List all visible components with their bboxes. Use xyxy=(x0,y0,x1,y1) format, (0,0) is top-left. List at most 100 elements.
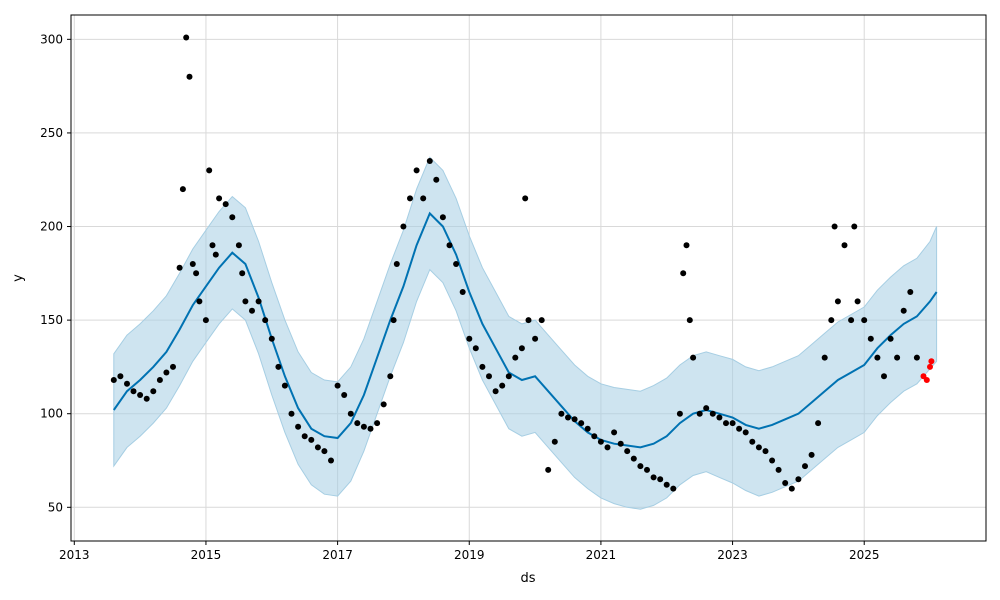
recent-point xyxy=(927,363,933,370)
observed-point xyxy=(439,214,446,221)
observed-point xyxy=(262,317,269,324)
observed-point xyxy=(782,480,789,486)
observed-point xyxy=(769,457,776,464)
observed-point xyxy=(130,388,137,395)
y-tick-label: 200 xyxy=(40,220,63,234)
observed-point xyxy=(446,242,453,249)
observed-point xyxy=(413,167,420,174)
observed-point xyxy=(558,410,565,417)
observed-point xyxy=(374,420,381,427)
x-tick-label: 2017 xyxy=(322,548,353,562)
observed-point xyxy=(472,345,479,352)
observed-point xyxy=(390,317,397,324)
observed-point xyxy=(532,335,539,342)
observed-point xyxy=(459,289,466,295)
observed-point xyxy=(676,410,683,417)
observed-point xyxy=(420,195,427,202)
observed-point xyxy=(815,420,822,427)
observed-point xyxy=(630,455,637,462)
observed-point xyxy=(749,438,756,445)
observed-point xyxy=(400,223,407,230)
observed-point xyxy=(663,481,670,488)
observed-point xyxy=(179,186,186,193)
observed-point xyxy=(644,466,650,473)
observed-point xyxy=(249,307,255,314)
observed-point xyxy=(584,425,591,432)
x-tick-label: 2023 xyxy=(717,548,748,562)
observed-point xyxy=(522,195,529,202)
observed-point xyxy=(206,167,213,174)
y-tick-label: 50 xyxy=(48,500,63,514)
observed-point xyxy=(186,73,193,80)
observed-point xyxy=(196,298,203,305)
observed-point xyxy=(525,317,532,324)
observed-point xyxy=(242,298,249,305)
observed-point xyxy=(334,382,341,389)
observed-point xyxy=(281,382,288,389)
observed-point xyxy=(407,195,413,202)
observed-point xyxy=(360,423,367,430)
observed-point xyxy=(703,405,710,412)
forecast-line-layer xyxy=(112,211,938,449)
observed-point xyxy=(453,261,460,267)
observed-point xyxy=(723,420,729,427)
observed-point xyxy=(611,429,618,436)
observed-point xyxy=(222,201,229,208)
observed-point xyxy=(308,436,315,443)
forecast-line xyxy=(112,211,938,449)
observed-point xyxy=(239,270,246,277)
observed-point xyxy=(680,270,687,277)
observed-point xyxy=(189,261,196,267)
observed-point xyxy=(341,392,348,398)
observed-point xyxy=(143,395,150,402)
observed-point xyxy=(617,440,624,447)
observed-point xyxy=(808,451,815,458)
observed-point xyxy=(466,335,473,342)
observed-point xyxy=(907,289,914,295)
observed-point xyxy=(551,438,558,445)
observed-point xyxy=(354,420,361,427)
observed-point xyxy=(802,463,808,470)
observed-point xyxy=(670,485,677,492)
observed-point xyxy=(295,423,302,430)
observed-point xyxy=(709,410,716,417)
y-tick-label: 150 xyxy=(40,313,63,327)
observed-point xyxy=(301,433,308,440)
observed-point xyxy=(150,388,157,395)
y-axis-label: y xyxy=(11,274,26,282)
observed-point xyxy=(624,448,631,455)
observed-point xyxy=(729,420,736,427)
observed-point xyxy=(367,425,374,432)
observed-point xyxy=(848,317,855,324)
observed-point xyxy=(841,242,848,249)
observed-point xyxy=(716,414,723,421)
observed-point xyxy=(742,429,749,436)
observed-point xyxy=(887,335,894,342)
x-tick-label: 2019 xyxy=(454,548,485,562)
observed-point xyxy=(545,466,552,473)
observed-point xyxy=(170,363,176,370)
observed-point xyxy=(202,317,209,324)
observed-point xyxy=(538,317,545,324)
observed-point xyxy=(775,466,782,473)
axis-layer: 2013 2015 2017 2019 2021 2023 2025 50 100 150 200 2… xyxy=(40,32,879,562)
observed-point xyxy=(604,444,611,451)
observed-point xyxy=(512,354,519,361)
observed-point xyxy=(788,485,795,492)
observed-point xyxy=(597,438,604,445)
observed-point xyxy=(212,251,219,258)
observed-point xyxy=(861,317,868,324)
observed-point xyxy=(881,373,887,380)
observed-point xyxy=(894,354,901,361)
observed-point xyxy=(505,373,512,380)
observed-point xyxy=(479,363,486,370)
observed-point xyxy=(518,345,525,352)
observed-point xyxy=(795,476,802,483)
observed-point xyxy=(736,425,743,432)
observed-point xyxy=(755,444,762,451)
observed-point xyxy=(565,414,571,421)
observed-point xyxy=(321,448,328,455)
observed-point xyxy=(499,382,506,389)
